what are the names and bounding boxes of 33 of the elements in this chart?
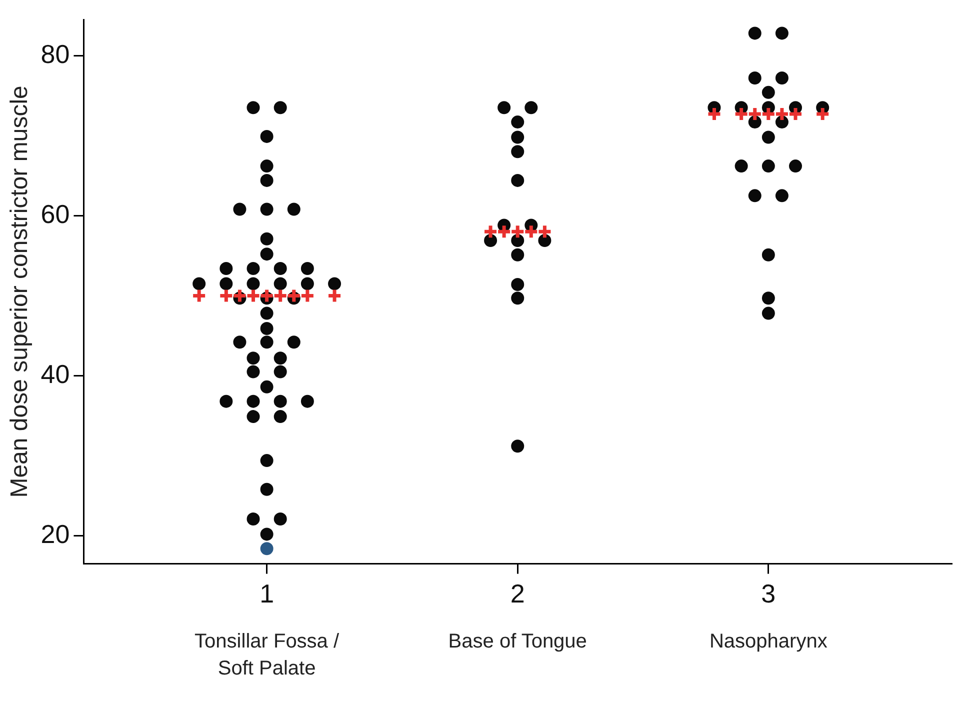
point xyxy=(260,542,274,556)
point xyxy=(482,224,498,240)
point xyxy=(734,106,750,122)
x-tick-label: 3 xyxy=(761,578,776,609)
point xyxy=(246,288,262,304)
text: Nasopharynx xyxy=(709,630,828,652)
y-tick-label: 20 xyxy=(40,518,70,549)
point xyxy=(191,288,207,304)
point xyxy=(496,224,512,240)
point xyxy=(706,106,722,122)
y-axis-title: Mean dose superior constrictor muscle xyxy=(6,86,34,498)
y-tick-label: 80 xyxy=(40,38,70,69)
y-tick-label: 40 xyxy=(40,358,70,389)
text: Base of Tongue xyxy=(448,630,587,652)
point xyxy=(232,288,248,304)
point xyxy=(523,224,539,240)
point xyxy=(300,288,316,304)
point xyxy=(536,224,552,240)
point xyxy=(218,288,234,304)
x-tick-label: 1 xyxy=(260,578,274,609)
y-tick-label: 60 xyxy=(40,198,70,229)
point xyxy=(510,224,526,240)
text: Tonsillar Fossa / Soft Palate xyxy=(194,630,340,680)
point xyxy=(286,288,302,304)
point xyxy=(326,288,342,304)
point xyxy=(814,106,830,122)
x-tick-label: 2 xyxy=(510,578,525,609)
point xyxy=(788,106,804,122)
point xyxy=(760,106,776,122)
point xyxy=(747,106,763,122)
point xyxy=(774,106,790,122)
point xyxy=(272,288,288,304)
point xyxy=(259,288,275,304)
